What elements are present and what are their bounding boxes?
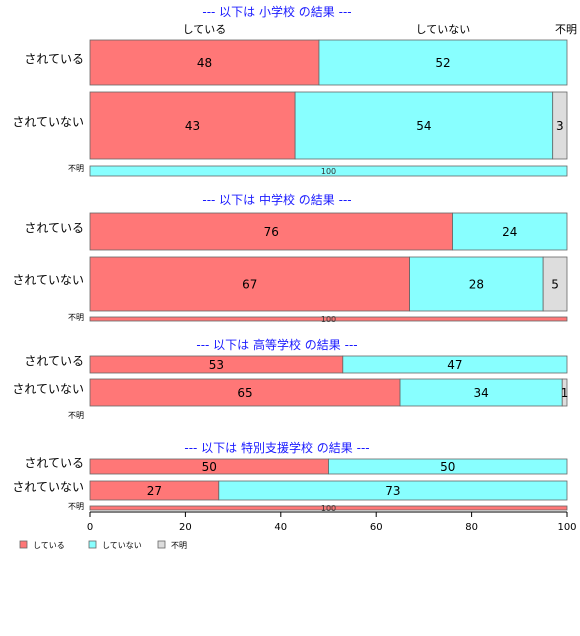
x-tick-label: 20	[179, 522, 192, 533]
bar-segment	[218, 480, 568, 501]
panel-title: --- 以下は 小学校 の結果 ---	[202, 4, 351, 19]
bar-segment	[542, 256, 568, 312]
data-label: 100	[321, 167, 336, 176]
data-label: 3	[556, 119, 564, 133]
legend-swatch	[19, 540, 28, 549]
row-label: されている	[24, 221, 84, 235]
data-label: 52	[435, 56, 450, 70]
data-label: 50	[202, 460, 217, 474]
data-label: 53	[209, 358, 224, 372]
row-label: されている	[24, 354, 84, 368]
data-label: 73	[385, 484, 400, 498]
panel-title: --- 以下は 中学校 の結果 ---	[202, 192, 351, 207]
row-label: 不明	[68, 164, 84, 173]
data-label: 28	[469, 278, 484, 292]
legend-label: している	[33, 541, 65, 550]
bar-segment	[552, 91, 568, 160]
column-header: 不明	[555, 23, 577, 36]
bar-segment	[318, 39, 568, 86]
bar-segment	[89, 91, 296, 160]
legend-swatch	[88, 540, 97, 549]
data-label: 65	[237, 386, 252, 400]
row-label: されている	[24, 52, 84, 66]
x-tick-label: 100	[557, 522, 576, 533]
bar-segment	[89, 39, 320, 86]
data-label: 34	[473, 386, 488, 400]
bar-segment	[89, 165, 568, 177]
data-label: 76	[264, 225, 279, 239]
row-label: されていない	[12, 480, 84, 494]
data-label: 67	[242, 278, 257, 292]
x-tick-label: 60	[370, 522, 383, 533]
x-tick-label: 40	[274, 522, 287, 533]
legend-swatch	[157, 540, 166, 549]
row-label: されていない	[12, 115, 84, 129]
bar-segment	[342, 355, 568, 374]
bar-segment	[399, 378, 563, 407]
panel-title: --- 以下は 特別支援学校 の結果 ---	[184, 440, 369, 455]
row-label: されていない	[12, 382, 84, 396]
bar-segment	[89, 316, 568, 322]
row-label: 不明	[68, 411, 84, 420]
data-label: 1	[561, 386, 569, 400]
data-label: 5	[551, 278, 559, 292]
row-label: されている	[24, 456, 84, 470]
data-label: 54	[416, 119, 431, 133]
bar-segment	[409, 256, 544, 312]
bar-segment	[294, 91, 554, 160]
bar-segment	[328, 458, 568, 475]
row-label: されていない	[12, 273, 84, 287]
data-label: 43	[185, 119, 200, 133]
bar-segment	[89, 505, 568, 511]
data-label: 47	[447, 358, 462, 372]
data-label: 48	[197, 56, 212, 70]
bar-segment	[89, 256, 410, 312]
column-header: していない	[416, 23, 471, 36]
bar-segment	[89, 378, 401, 407]
legend-label: していない	[102, 541, 142, 550]
data-label: 24	[502, 225, 517, 239]
data-label: 100	[321, 504, 336, 513]
data-label: 27	[147, 484, 162, 498]
row-label: 不明	[68, 313, 84, 322]
bar-segment	[561, 378, 568, 407]
column-header: している	[183, 23, 227, 36]
data-label: 50	[440, 460, 455, 474]
panel-title: --- 以下は 高等学校 の結果 ---	[196, 337, 357, 352]
legend-label: 不明	[171, 541, 187, 550]
x-tick-label: 80	[465, 522, 478, 533]
data-label: 100	[321, 315, 336, 324]
row-label: 不明	[68, 502, 84, 511]
bar-segment	[89, 212, 453, 251]
x-tick-label: 0	[87, 522, 93, 533]
bar-segment	[452, 212, 568, 251]
